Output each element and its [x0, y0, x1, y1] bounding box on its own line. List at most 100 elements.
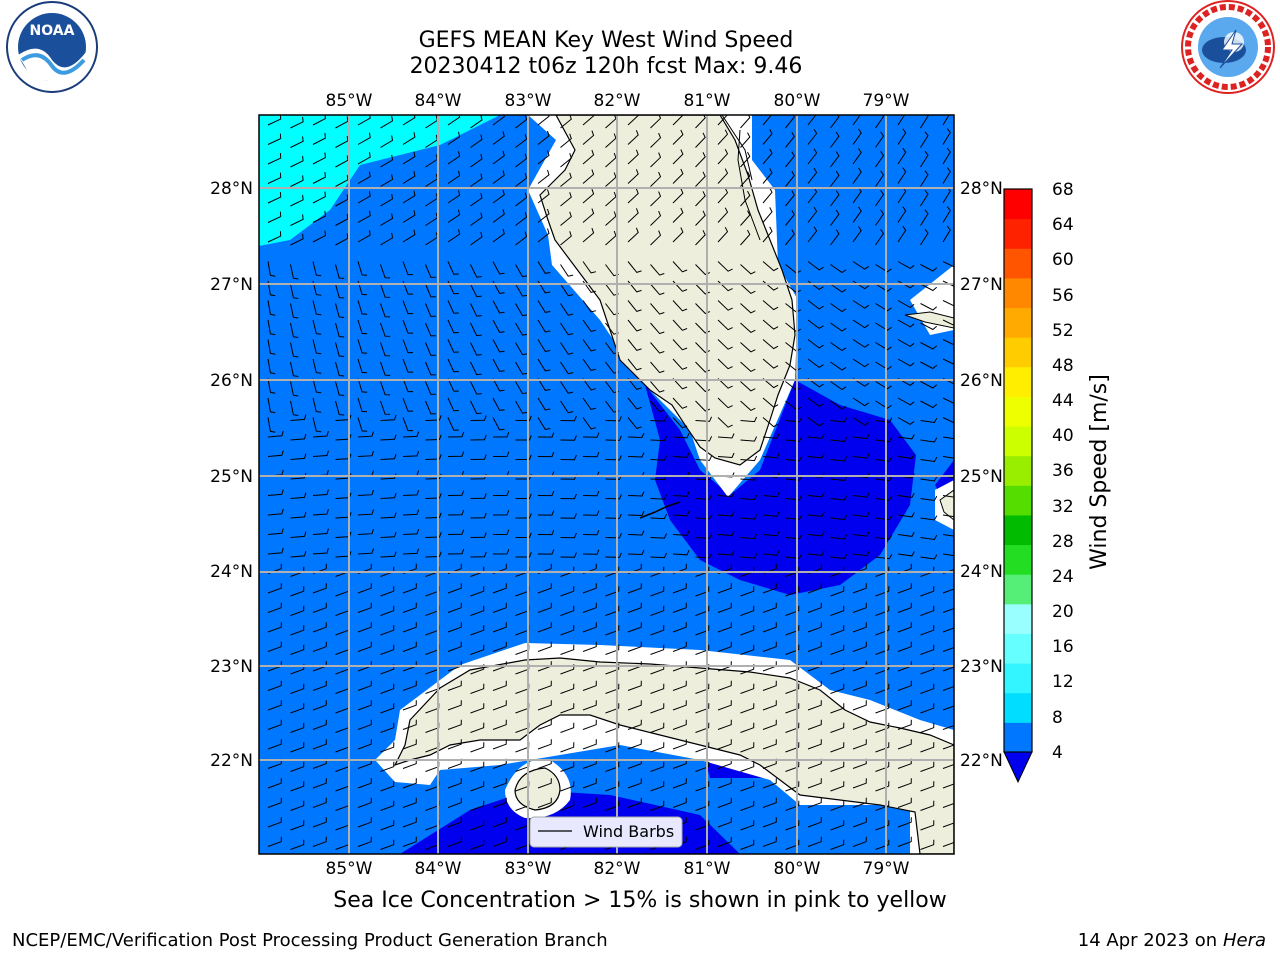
wind-barb: [807, 339, 824, 349]
wind-barb: [335, 400, 345, 416]
wind-barb: [470, 781, 485, 792]
wind-barb: [470, 303, 482, 317]
wind-barb: [740, 115, 751, 129]
wind-barb: [560, 605, 575, 616]
colorbar-tick: 16: [1052, 637, 1074, 657]
wind-barb: [920, 476, 938, 482]
wind-barb: [312, 509, 329, 516]
wind-barb: [627, 549, 645, 556]
wind-barb: [267, 547, 284, 555]
wind-barb: [650, 586, 665, 597]
wind-barb: [380, 551, 397, 558]
wind-barb: [762, 433, 780, 439]
wind-barb: [672, 319, 688, 331]
wind-barb: [875, 781, 890, 792]
wind-barb: [627, 583, 642, 594]
wind-barb: [942, 666, 954, 672]
wind-barb: [830, 417, 848, 423]
wind-barb: [537, 583, 552, 594]
wind-barb: [830, 283, 847, 293]
wind-barb: [357, 115, 371, 126]
wind-barb: [560, 800, 575, 811]
wind-barb: [695, 839, 710, 850]
wind-barb: [740, 416, 758, 423]
wind-barb: [740, 514, 758, 520]
wind-barb: [897, 339, 915, 348]
wind-barb: [447, 115, 461, 126]
wind-barb: [920, 361, 938, 370]
wind-barb: [650, 416, 667, 422]
wind-barb: [380, 683, 395, 694]
wind-barb: [942, 802, 954, 808]
wind-barb: [312, 172, 326, 184]
colorbar-tick: 24: [1052, 567, 1074, 587]
wind-barb: [582, 739, 597, 750]
wind-barb: [267, 133, 282, 145]
wind-barb: [717, 339, 733, 350]
wind-barb: [627, 432, 645, 439]
wind-barb: [402, 622, 417, 633]
colorbar-extend-arrow: [1003, 751, 1033, 784]
wind-barb: [380, 644, 395, 655]
wind-barb: [717, 148, 729, 165]
wind-barb: [807, 206, 818, 223]
wind-barb: [312, 583, 327, 594]
wind-barb: [740, 210, 751, 226]
wind-barb: [740, 132, 751, 148]
wind-barb: [605, 455, 622, 461]
wind-barb: [830, 381, 847, 391]
wind-barb: [605, 781, 620, 792]
wind-barb: [695, 533, 713, 539]
wind-barb: [852, 261, 870, 270]
wind-barb: [357, 817, 372, 828]
wind-barb: [852, 641, 867, 652]
wind-barb: [672, 168, 684, 184]
wind-barb: [380, 232, 394, 246]
wind-barb: [582, 149, 595, 165]
wind-barb: [830, 170, 840, 187]
wind-barb: [695, 400, 711, 412]
wind-barb: [605, 191, 617, 207]
wind-barb: [920, 170, 929, 187]
wind-barb: [785, 781, 800, 792]
wind-barb: [312, 339, 322, 355]
wind-barb: [537, 797, 552, 808]
wind-barb: [717, 358, 733, 370]
wind-barb: [267, 508, 284, 516]
wind-barb: [380, 839, 395, 850]
wind-barb: [672, 491, 690, 497]
wind-barb: [447, 836, 462, 847]
wind-barb: [807, 719, 822, 730]
wind-barb: [560, 264, 574, 277]
wind-barb: [830, 586, 845, 597]
wind-barb: [312, 211, 326, 223]
footer-machine: Hera: [1222, 930, 1266, 951]
wind-barb: [447, 778, 462, 789]
wind-barb: [447, 170, 461, 184]
wind-barb: [695, 322, 711, 334]
colorbar-tick: 4: [1052, 743, 1063, 763]
wind-barb: [762, 397, 779, 408]
wind-barb: [762, 719, 777, 730]
wind-barb: [380, 361, 391, 376]
wind-barb: [672, 622, 687, 633]
wind-barb: [582, 602, 597, 613]
wind-barb: [875, 605, 890, 616]
wind-barb: [380, 283, 391, 298]
wind-barb: [875, 322, 892, 331]
wind-barb: [942, 705, 954, 711]
wind-barb: [740, 625, 755, 636]
wind-barb: [717, 168, 729, 184]
wind-barb: [492, 131, 505, 145]
wind-barb: [627, 622, 642, 633]
map-area: [259, 115, 954, 854]
wind-barb: [920, 839, 935, 850]
wind-barb: [627, 130, 639, 145]
colorbar-band: [1004, 514, 1032, 546]
wind-barb: [537, 358, 551, 372]
wind-barb: [290, 839, 305, 850]
wind-barb: [605, 494, 622, 500]
wind-barb: [807, 148, 818, 165]
wind-barb: [920, 381, 938, 389]
wind-barb: [807, 622, 822, 633]
